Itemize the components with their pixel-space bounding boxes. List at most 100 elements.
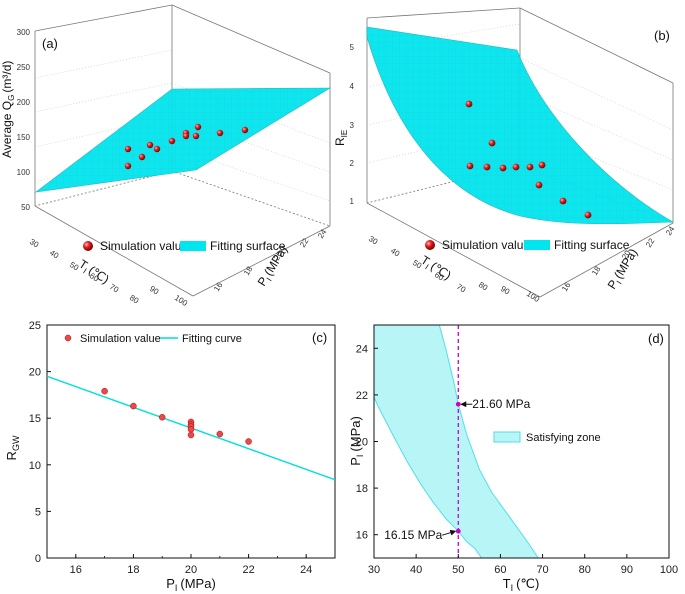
c-y-tick-label: 15 bbox=[29, 413, 41, 425]
b-z-tick: 5 bbox=[350, 43, 355, 52]
b-z-tick: 3 bbox=[350, 121, 355, 130]
panel-a-data-point bbox=[153, 145, 161, 153]
panel-b-data-point bbox=[584, 211, 592, 219]
panel-a-fitting-surface bbox=[34, 87, 332, 193]
d-y-tick-label: 22 bbox=[356, 390, 368, 402]
panel-d-annotation-label: 21.60 MPa bbox=[472, 397, 530, 411]
panel-b-label: (b) bbox=[654, 28, 670, 43]
d-x-tick-label: 60 bbox=[494, 564, 506, 576]
c-y-tick-label: 10 bbox=[29, 460, 41, 472]
legend-point-marker bbox=[83, 241, 93, 251]
panel-d-satisfying-zone bbox=[374, 325, 539, 558]
d-y-tick-label: 16 bbox=[356, 530, 368, 542]
legend-points-label: Simulation value bbox=[80, 333, 161, 345]
a-y-tick: 22 bbox=[298, 236, 311, 249]
a-x-tick: 30 bbox=[28, 237, 41, 250]
legend-surface-label: Fitting surface bbox=[210, 239, 286, 253]
panel-d: 30 40 50 60 70 80 90 100 16 18 20 22 24 21.60 MPa 16.… bbox=[348, 324, 678, 593]
a-zlabel-unit: (m³/d) bbox=[0, 61, 14, 93]
panel-d-ticks: 30 40 50 60 70 80 90 100 16 18 20 22 24 bbox=[356, 343, 678, 576]
legend-zone-label: Satisfying zone bbox=[526, 432, 601, 444]
panel-c-points bbox=[101, 387, 252, 445]
legend-point-marker bbox=[425, 240, 435, 250]
c-y-tick-label: 20 bbox=[29, 367, 41, 379]
d-y-tick-label: 24 bbox=[356, 343, 368, 355]
b-z-tick: 4 bbox=[350, 82, 355, 91]
panel-b-data-point bbox=[559, 197, 567, 205]
a-zlabel-sub: G bbox=[7, 95, 16, 101]
panel-b-fitting-surface bbox=[366, 26, 675, 225]
a-x-tick: 80 bbox=[128, 293, 141, 306]
legend-surface-label: Fitting surface bbox=[554, 238, 630, 252]
panel-c: 16 18 20 22 24 0 5 10 15 20 25 (c) PI (MPa) RGW Sim… bbox=[4, 320, 336, 593]
panel-c-data-point bbox=[158, 414, 166, 421]
panel-a-data-point bbox=[146, 141, 154, 149]
panel-a-points bbox=[124, 123, 249, 170]
legend-points-label: Simulation value bbox=[100, 239, 188, 253]
b-z-tick: 1 bbox=[350, 197, 355, 206]
a-x-tick: 90 bbox=[148, 284, 161, 297]
panel-d-annotation-label: 16.15 MPa bbox=[384, 528, 442, 542]
legend-surface-swatch bbox=[180, 241, 206, 251]
c-x-tick-label: 16 bbox=[70, 564, 82, 576]
panel-c-plot-frame bbox=[46, 324, 336, 559]
c-x-tick-label: 24 bbox=[300, 564, 312, 576]
panel-a-label: (a) bbox=[42, 36, 58, 51]
c-y-tick-label: 5 bbox=[35, 506, 41, 518]
legend-point-marker bbox=[64, 334, 72, 342]
panel-d-annotation-arrow bbox=[442, 529, 457, 536]
a-x-tick: 40 bbox=[48, 248, 61, 261]
legend-points-label: Simulation value bbox=[442, 238, 530, 252]
a-z-tick: 200 bbox=[17, 98, 31, 107]
a-y-tick: 24 bbox=[316, 227, 329, 240]
panel-b-data-point bbox=[538, 161, 546, 169]
a-z-tick: 300 bbox=[17, 28, 31, 37]
panel-d-marker-point bbox=[455, 401, 461, 407]
a-x-tick: 100 bbox=[173, 293, 190, 308]
panel-a-data-point bbox=[182, 132, 190, 140]
panel-b-data-point bbox=[499, 164, 507, 172]
c-x-tick-label: 22 bbox=[242, 564, 254, 576]
d-x-tick-label: 70 bbox=[536, 564, 548, 576]
a-z-tick: 250 bbox=[17, 63, 31, 72]
panel-b-y-label: PI(MPa) bbox=[605, 246, 642, 293]
d-x-tick-label: 50 bbox=[452, 564, 464, 576]
b-y-tick: 16 bbox=[560, 280, 573, 293]
panel-d-label: (d) bbox=[648, 331, 664, 346]
d-x-tick-label: 100 bbox=[660, 564, 678, 576]
panel-d-marker-point bbox=[455, 528, 461, 534]
b-z-tick: 2 bbox=[350, 159, 355, 168]
panel-c-data-point bbox=[101, 387, 108, 395]
panel-d-y-label: PI(MPa) bbox=[348, 416, 365, 466]
panel-b-data-point bbox=[526, 163, 534, 171]
panel-d-marks: 21.60 MPa 16.15 MPa bbox=[384, 397, 530, 542]
panel-b-data-point bbox=[488, 139, 496, 147]
a-y-tick: 18 bbox=[242, 264, 255, 277]
d-x-tick-label: 30 bbox=[368, 564, 380, 576]
panel-c-y-label: RGW bbox=[4, 435, 21, 460]
d-y-tick-label: 20 bbox=[356, 437, 368, 449]
panel-c-data-point bbox=[245, 438, 252, 445]
panel-c-data-point bbox=[187, 426, 195, 433]
panel-a-data-point bbox=[138, 153, 146, 161]
panel-b-data-point bbox=[466, 162, 474, 170]
legend-surface-swatch bbox=[524, 240, 550, 250]
c-y-tick-label: 0 bbox=[35, 553, 41, 565]
b-x-tick: 100 bbox=[525, 289, 542, 304]
legend-line-label: Fitting curve bbox=[182, 333, 242, 345]
panel-a-x-label: TI(℃) bbox=[75, 257, 111, 288]
b-x-tick: 40 bbox=[389, 246, 402, 259]
b-x-tick: 30 bbox=[367, 234, 380, 247]
panel-d-legend: Satisfying zone bbox=[493, 431, 601, 444]
d-x-tick-label: 80 bbox=[579, 564, 591, 576]
panel-a-data-point bbox=[124, 162, 132, 170]
c-x-tick-label: 20 bbox=[185, 564, 197, 576]
panel-a-z-label: Average QG (m³/d) bbox=[0, 61, 16, 158]
a-z-tick: 50 bbox=[21, 203, 30, 212]
a-z-tick: 100 bbox=[17, 168, 31, 177]
panel-c-legend: Simulation value Fitting curve bbox=[64, 333, 242, 345]
panel-b-points bbox=[465, 100, 592, 219]
svg-text:Average QG(m³/d): Average QG (m³/d) bbox=[0, 61, 16, 158]
panel-b-data-point bbox=[535, 181, 543, 189]
